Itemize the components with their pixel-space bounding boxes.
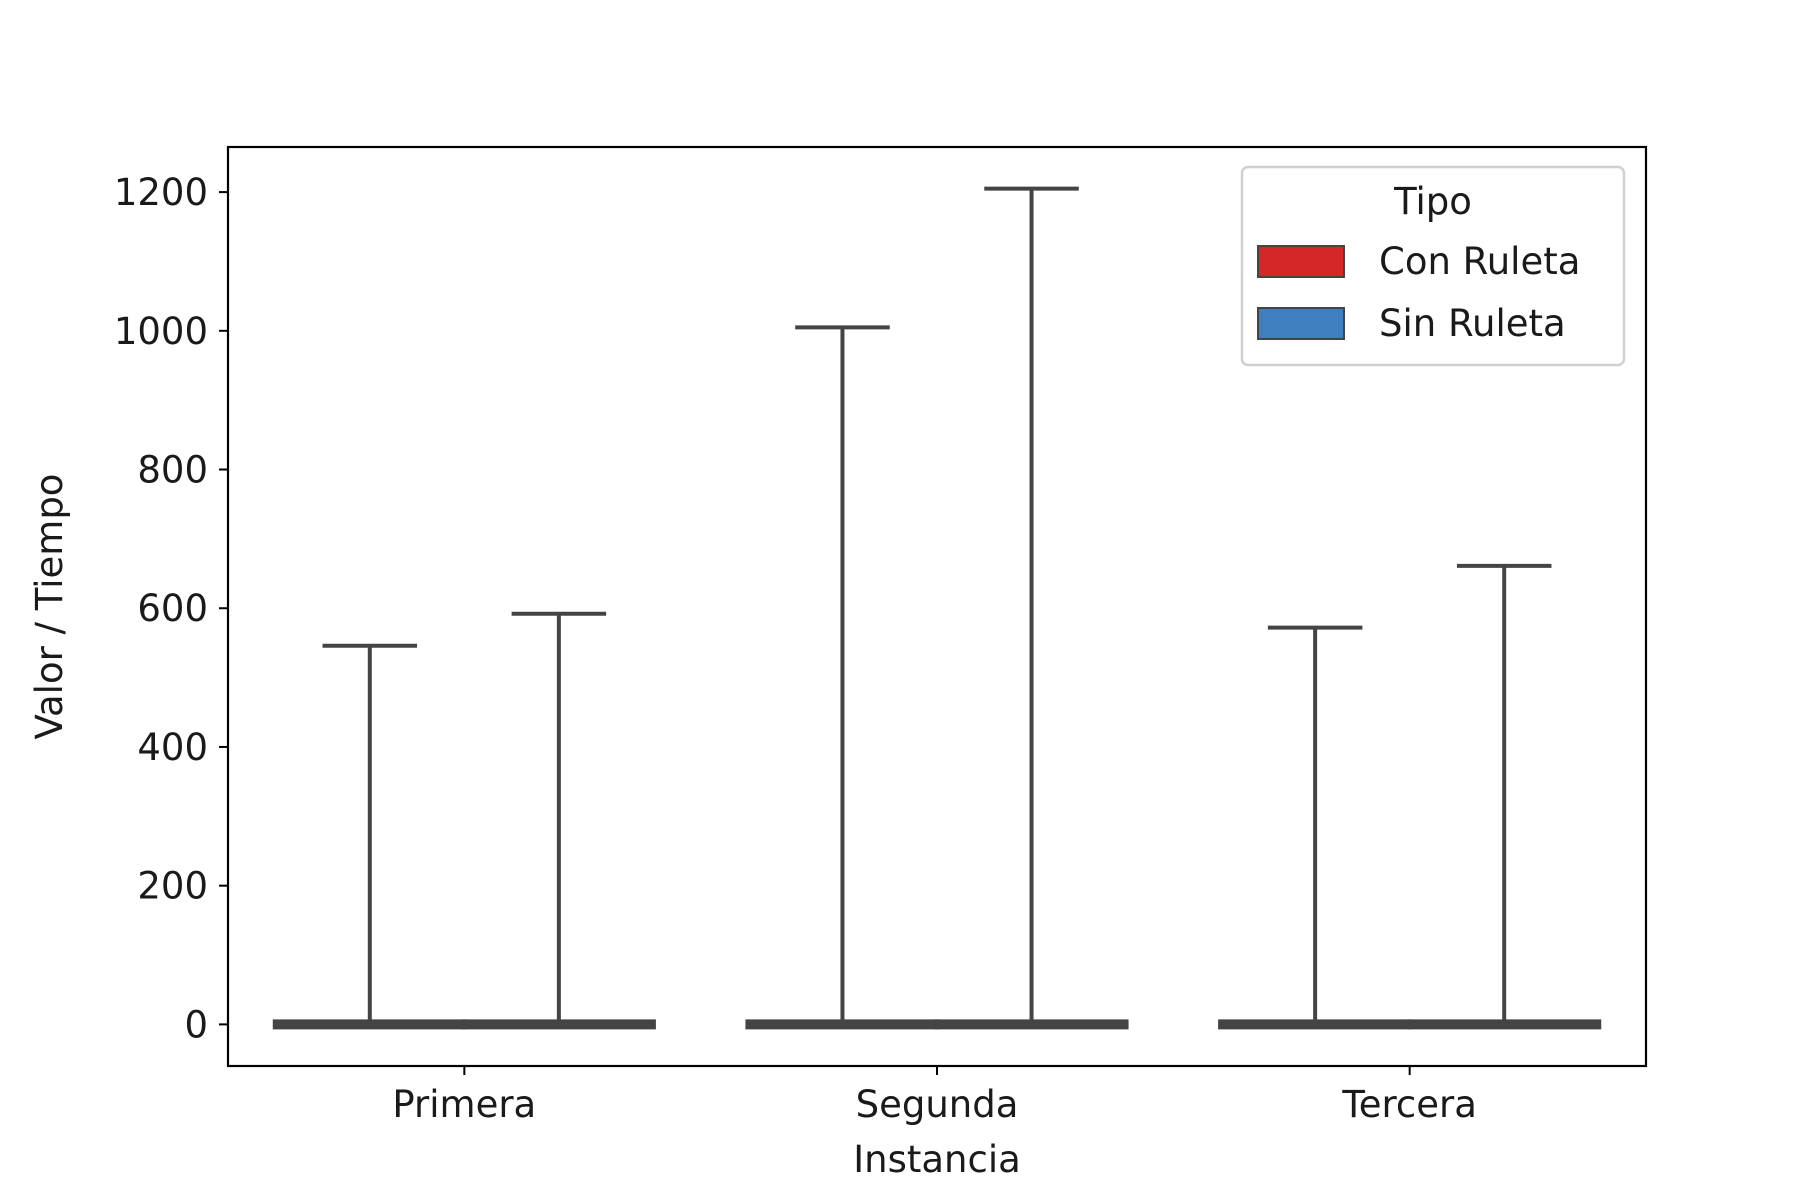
box-sin-ruleta-segunda	[934, 186, 1129, 1030]
plot-area	[272, 186, 1602, 1030]
y-tick-label: 800	[137, 449, 208, 492]
x-tick-label: Tercera	[1341, 1083, 1476, 1126]
legend-label: Con Ruleta	[1379, 240, 1580, 283]
y-axis-title: Valor / Tiempo	[28, 474, 71, 740]
box-con-ruleta-segunda	[745, 325, 940, 1030]
y-tick-label: 200	[137, 865, 208, 908]
x-axis-title: Instancia	[853, 1138, 1021, 1181]
legend-label: Sin Ruleta	[1379, 302, 1566, 345]
box-con-ruleta-tercera	[1218, 625, 1413, 1030]
y-tick-label: 1000	[114, 310, 208, 353]
legend: Tipo Con Ruleta Sin Ruleta	[1240, 165, 1626, 367]
x-tick-label: Primera	[392, 1083, 536, 1126]
box-sin-ruleta-primera	[461, 611, 656, 1030]
y-tick-label: 0	[184, 1003, 208, 1046]
legend-title: Tipo	[1393, 180, 1472, 223]
y-tick-label: 600	[137, 587, 208, 630]
legend-swatch	[1257, 307, 1345, 340]
box-sin-ruleta-tercera	[1407, 563, 1602, 1030]
box-con-ruleta-primera	[272, 643, 467, 1030]
legend-swatch	[1257, 245, 1345, 278]
x-tick-label: Segunda	[856, 1083, 1019, 1126]
y-tick-label: 1200	[114, 171, 208, 214]
axes: 0 200 400 600 800 1000 1200 Primera Segunda Terce…	[28, 145, 1648, 1181]
y-tick-label: 400	[137, 726, 208, 769]
